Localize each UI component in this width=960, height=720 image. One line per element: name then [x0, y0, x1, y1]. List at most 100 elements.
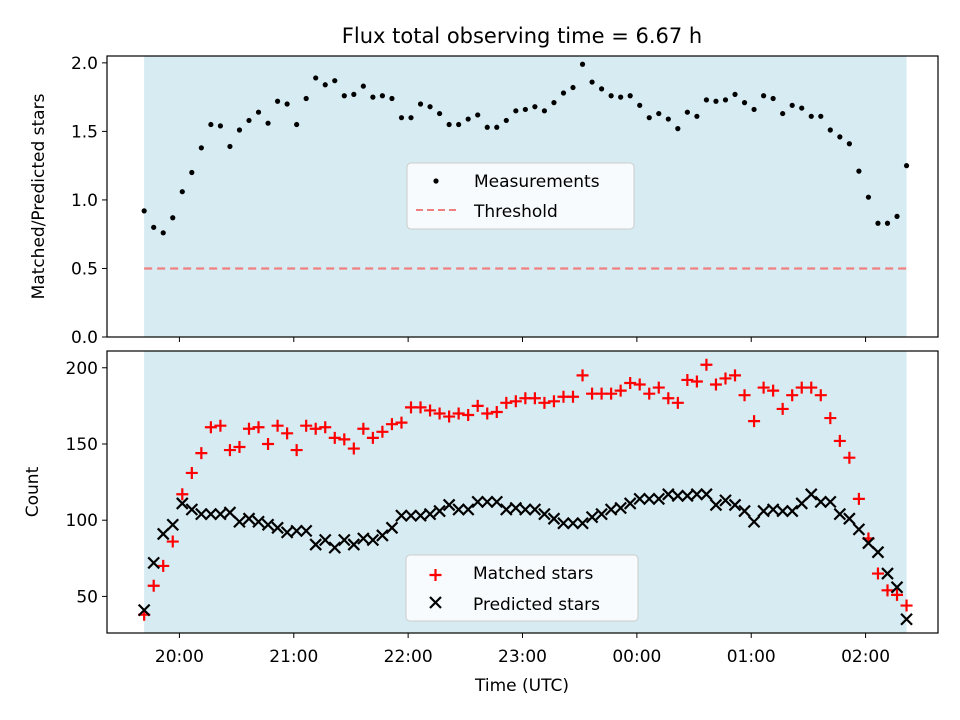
predicted-star-point	[871, 545, 885, 559]
measurement-point	[179, 189, 185, 195]
predicted-star-point	[299, 524, 313, 538]
matched-star-point	[833, 434, 846, 447]
measurement-point	[494, 124, 500, 130]
matched-star-point	[462, 409, 475, 422]
predicted-star-point	[385, 521, 399, 535]
predicted-star-point	[156, 527, 170, 541]
predicted-star-point	[900, 613, 913, 626]
measurement-point	[484, 124, 490, 130]
matched-star-point	[671, 396, 684, 409]
measurement-point	[684, 109, 690, 115]
predicted-star-point	[642, 492, 656, 506]
matched-star-point	[262, 437, 275, 450]
predicted-star-point	[814, 495, 828, 509]
bot-y-tick-label: 100	[66, 511, 98, 531]
measurement-point	[884, 220, 891, 226]
top-y-tick-label: 1.5	[71, 122, 98, 142]
bottom-y-axis-label: Count	[23, 466, 43, 517]
measurement-point	[827, 127, 833, 133]
bottom-legend: Matched stars Predicted stars	[405, 554, 639, 622]
matched-star-point	[852, 492, 865, 505]
predicted-star-point	[223, 506, 237, 519]
predicted-star-point	[824, 495, 837, 509]
measurement-point	[322, 82, 328, 88]
matched-star-point	[490, 405, 503, 418]
matched-star-point	[166, 535, 179, 548]
legend-predicted-marker	[429, 596, 442, 609]
measurement-point	[780, 110, 786, 117]
matched-star-point	[214, 419, 227, 432]
predicted-star-point	[747, 515, 761, 529]
predicted-star-point	[690, 488, 704, 501]
matched-star-point	[195, 447, 208, 460]
top-legend: Measurements Threshold	[406, 162, 635, 230]
x-tick-label: 21:00	[269, 647, 318, 667]
top-marks	[141, 61, 910, 236]
matched-star-point	[471, 399, 484, 412]
matched-star-point	[147, 579, 160, 592]
matched-star-point	[652, 381, 665, 394]
predicted-star-point	[519, 503, 532, 516]
predicted-star-point	[433, 504, 446, 518]
predicted-star-point	[328, 541, 342, 554]
predicted-star-point	[147, 556, 160, 570]
matched-star-point	[700, 358, 713, 371]
measurement-point	[589, 79, 595, 85]
matched-star-point	[357, 422, 370, 435]
matched-star-point	[433, 407, 446, 420]
matched-star-point	[319, 421, 332, 434]
measurement-point	[532, 104, 538, 110]
predicted-star-point	[890, 580, 904, 594]
predicted-star-point	[576, 516, 589, 530]
matched-star-point	[719, 372, 732, 385]
matched-star-point	[452, 407, 465, 420]
predicted-star-point	[137, 603, 151, 617]
measurement-point	[351, 91, 357, 97]
top-panel: 0.00.51.01.52.0 Matched/Predicted stars …	[29, 54, 939, 348]
matched-star-point	[176, 488, 189, 501]
measurement-point	[370, 94, 376, 100]
measurement-point	[522, 106, 528, 113]
measurement-point	[313, 75, 319, 81]
predicted-star-point	[338, 533, 351, 547]
bot-y-tick-label: 150	[66, 435, 98, 455]
matched-star-point	[185, 466, 198, 479]
measurement-point	[341, 93, 347, 99]
legend-threshold-label: Threshold	[473, 202, 558, 222]
matched-star-point	[709, 378, 722, 391]
measurement-point	[236, 127, 243, 133]
measurement-point	[475, 112, 481, 118]
predicted-star-point	[585, 510, 599, 524]
predicted-star-point	[480, 495, 494, 509]
predicted-star-point	[271, 521, 284, 535]
measurement-point	[875, 220, 881, 226]
measurement-point	[761, 93, 767, 99]
predicted-star-point	[852, 523, 866, 536]
matched-star-point	[681, 373, 694, 386]
matched-star-point	[614, 384, 627, 397]
measurement-point	[741, 100, 748, 106]
matched-star-point	[328, 431, 341, 444]
predicted-star-point	[633, 492, 646, 506]
predicted-star-point	[366, 533, 380, 547]
bottom-legend-box	[405, 554, 639, 622]
matched-star-point	[547, 395, 560, 408]
matched-star-point	[748, 415, 761, 428]
predicted-star-point	[528, 503, 542, 516]
measurement-point	[389, 95, 395, 102]
predicted-star-point	[614, 501, 627, 515]
measurement-point	[303, 95, 309, 102]
predicted-star-point	[252, 515, 265, 529]
measurement-point	[627, 93, 633, 99]
matched-star-point	[395, 416, 408, 429]
legend-measurements-label: Measurements	[474, 172, 600, 192]
top-y-tick-label: 2.0	[71, 54, 98, 74]
matched-star-point	[385, 418, 398, 431]
predicted-star-point	[376, 529, 389, 542]
measurement-point	[513, 108, 519, 114]
predicted-star-point	[261, 518, 275, 532]
measurement-point	[846, 141, 852, 147]
predicted-star-point	[204, 507, 218, 521]
measurement-point	[618, 94, 624, 100]
predicted-star-point	[566, 516, 580, 530]
